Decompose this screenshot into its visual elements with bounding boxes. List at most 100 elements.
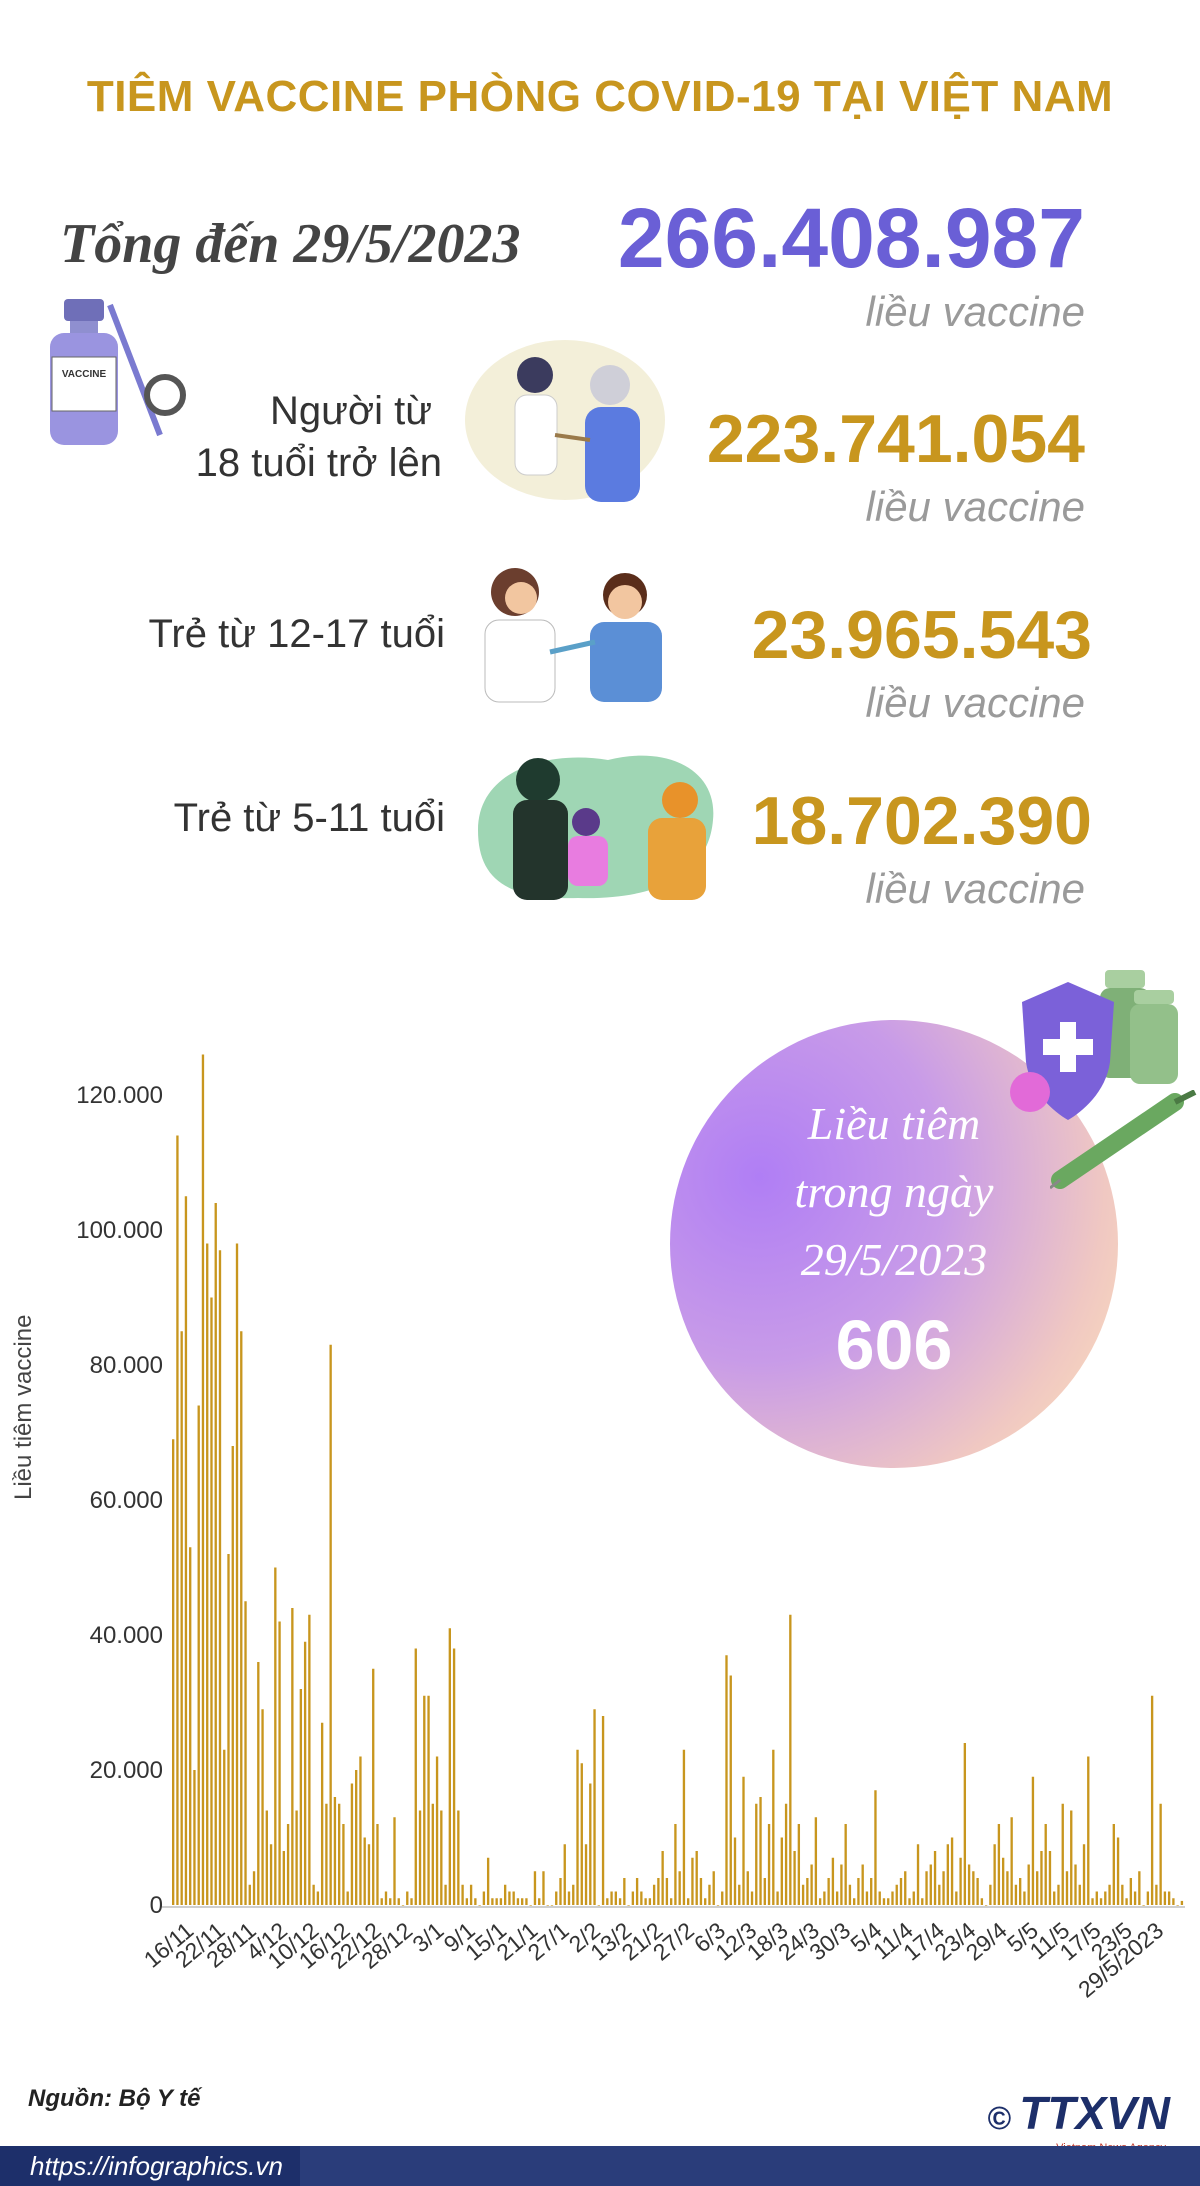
bar xyxy=(980,1898,984,1905)
footer-url-link[interactable]: https://infographics.vn xyxy=(0,2146,300,2186)
bar xyxy=(891,1891,894,1905)
bar xyxy=(963,1743,967,1905)
bar xyxy=(933,1851,937,1905)
bar xyxy=(414,1648,417,1905)
bar xyxy=(870,1878,873,1905)
bar xyxy=(946,1844,949,1905)
bar xyxy=(448,1628,451,1905)
bar xyxy=(325,1803,328,1905)
bar xyxy=(218,1250,222,1905)
bar xyxy=(1163,1891,1167,1905)
bar xyxy=(346,1891,349,1905)
bar xyxy=(435,1756,439,1905)
bar xyxy=(831,1857,835,1905)
bar xyxy=(461,1884,464,1905)
total-value: 266.408.987 xyxy=(617,191,1085,285)
daily-label-line1: Liều tiêm xyxy=(807,1098,981,1149)
bar xyxy=(576,1749,579,1905)
adult-vaccination-illustration xyxy=(460,325,680,530)
bar xyxy=(861,1864,864,1905)
bar xyxy=(499,1898,503,1905)
bar xyxy=(674,1824,677,1905)
bar xyxy=(1065,1871,1069,1905)
bar xyxy=(410,1898,413,1905)
bar xyxy=(172,1439,175,1905)
bar xyxy=(959,1857,962,1905)
daily-label-line2: trong ngày xyxy=(794,1166,994,1217)
bar xyxy=(244,1601,247,1905)
bar xyxy=(384,1891,388,1905)
bar xyxy=(223,1749,226,1905)
bar xyxy=(363,1837,366,1905)
y-tick-label: 120.000 xyxy=(76,1082,163,1109)
bar xyxy=(440,1810,443,1905)
bar xyxy=(372,1668,375,1905)
total-label: Tổng đến 29/5/2023 xyxy=(60,213,521,275)
bar xyxy=(712,1871,715,1905)
bar xyxy=(491,1898,494,1905)
bar xyxy=(997,1824,1001,1905)
bar xyxy=(180,1331,183,1905)
bar xyxy=(797,1824,801,1905)
bar xyxy=(452,1648,456,1905)
bar xyxy=(389,1898,392,1905)
bar xyxy=(286,1824,290,1905)
y-tick-label: 40.000 xyxy=(90,1622,163,1649)
bar xyxy=(486,1857,490,1905)
bar xyxy=(508,1891,511,1905)
bar xyxy=(1087,1756,1090,1905)
group-child-label: Trẻ từ 5-11 tuổi xyxy=(173,796,445,840)
bar xyxy=(1061,1803,1064,1905)
bar xyxy=(989,1884,992,1905)
bar xyxy=(844,1824,847,1905)
bar xyxy=(716,1905,720,1906)
bar xyxy=(1167,1891,1171,1905)
bar xyxy=(423,1695,426,1905)
bar xyxy=(806,1878,809,1905)
group-adult-unit: liều vaccine xyxy=(865,483,1085,530)
syringe-icon xyxy=(1049,1089,1200,1195)
bar xyxy=(516,1898,520,1905)
bar xyxy=(359,1756,362,1905)
bar xyxy=(1014,1884,1018,1905)
bar xyxy=(687,1898,690,1905)
bar xyxy=(967,1864,971,1905)
bar xyxy=(1048,1851,1052,1905)
daily-doses-chart: 020.00040.00060.00080.000100.000120.0001… xyxy=(76,1054,1185,2003)
bar xyxy=(818,1898,822,1905)
bar xyxy=(512,1891,515,1905)
bar xyxy=(772,1749,775,1905)
bar xyxy=(1082,1844,1086,1905)
child-vaccination-illustration xyxy=(468,740,723,910)
bar xyxy=(529,1905,532,1906)
bar xyxy=(503,1884,507,1905)
bar xyxy=(691,1857,694,1905)
group-adult-label-line2: 18 tuổi trở lên xyxy=(195,441,442,485)
bar xyxy=(763,1878,766,1905)
bar xyxy=(657,1878,660,1905)
bar xyxy=(955,1891,958,1905)
bar xyxy=(559,1878,562,1905)
bar xyxy=(1057,1884,1060,1905)
bar xyxy=(950,1837,954,1905)
bar xyxy=(397,1898,400,1905)
bar xyxy=(908,1898,911,1905)
bar xyxy=(525,1898,528,1905)
bar xyxy=(1129,1878,1133,1905)
bar xyxy=(921,1898,924,1905)
bar xyxy=(320,1722,324,1905)
bar xyxy=(342,1824,345,1905)
bar xyxy=(1172,1898,1175,1905)
bar xyxy=(627,1905,630,1906)
bar xyxy=(899,1878,903,1905)
bar xyxy=(465,1898,469,1905)
bar xyxy=(640,1891,643,1905)
bar xyxy=(482,1891,486,1905)
bar xyxy=(278,1621,281,1905)
group-teen-value: 23.965.543 xyxy=(751,597,1092,673)
bar xyxy=(942,1871,945,1905)
bar xyxy=(699,1878,703,1905)
bar xyxy=(669,1898,673,1905)
bar xyxy=(780,1837,783,1905)
bar xyxy=(546,1905,549,1906)
